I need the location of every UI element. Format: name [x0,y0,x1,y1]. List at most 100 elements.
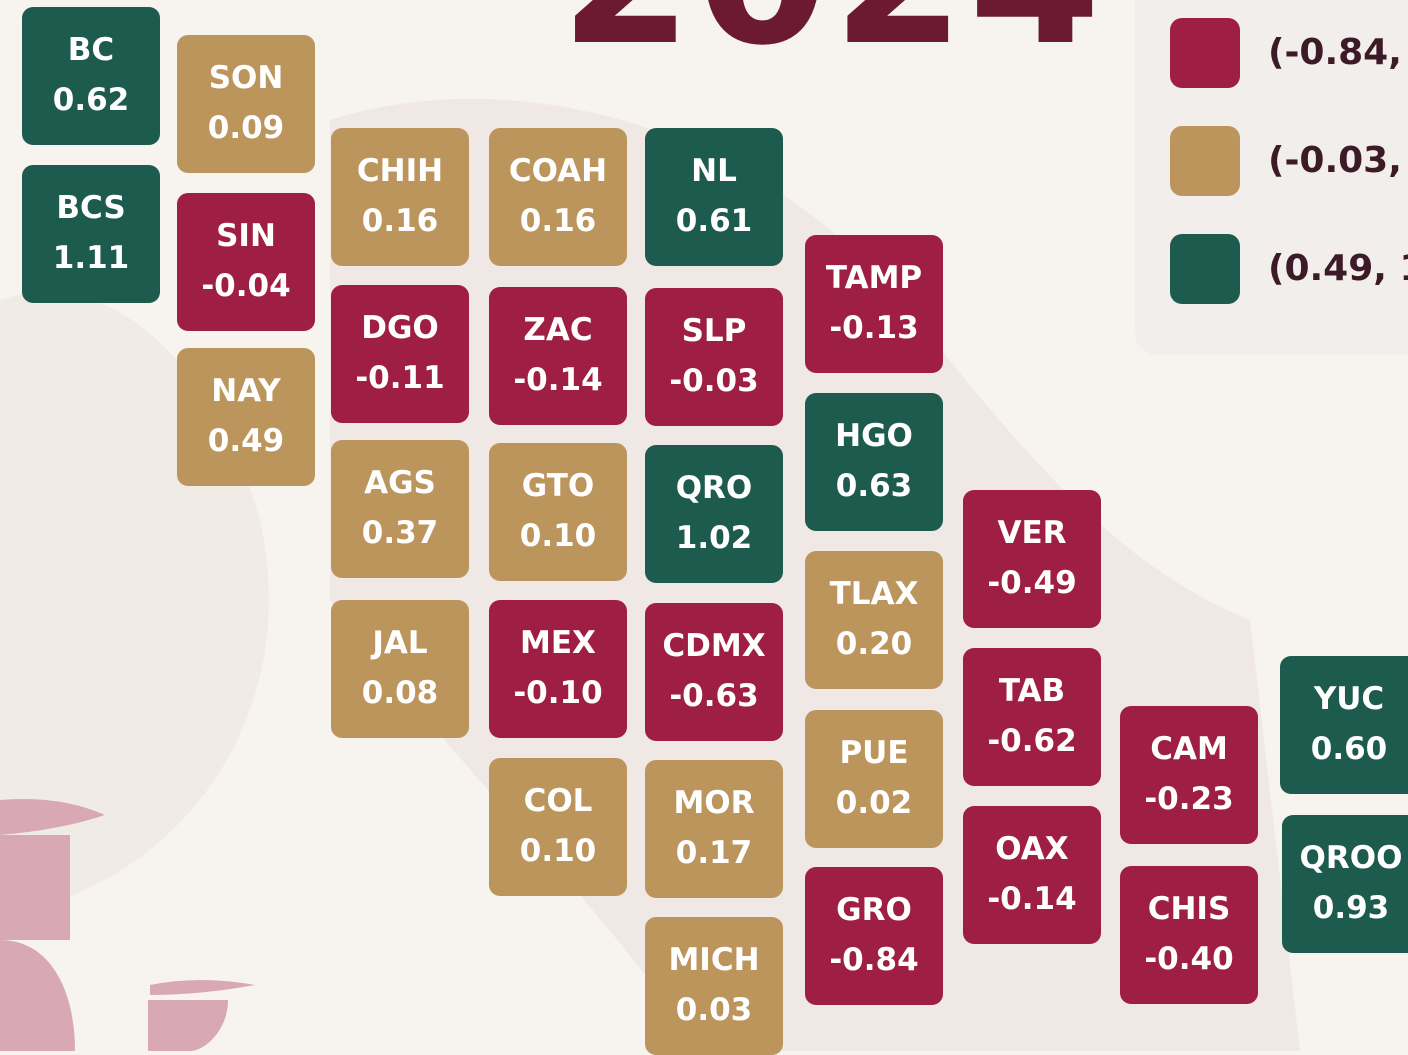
legend-swatch [1170,126,1240,196]
state-code: TAB [998,673,1066,710]
state-tile: PUE 0.02 [805,710,943,848]
state-tile: HGO 0.63 [805,393,943,531]
state-tile: GTO 0.10 [489,443,627,581]
state-value: -0.49 [987,565,1077,601]
state-code: MICH [668,942,760,979]
state-value: -0.63 [669,678,759,714]
state-tile: NAY 0.49 [177,348,315,486]
state-value: 0.20 [835,626,913,662]
state-value: 0.02 [835,785,913,821]
state-code: GRO [836,892,912,929]
state-code: CAM [1150,731,1228,768]
state-code: MEX [520,625,596,662]
state-code: SLP [681,313,747,350]
state-value: -0.10 [513,675,603,711]
state-value: 0.37 [361,515,439,551]
state-value: -0.03 [669,363,759,399]
state-tile: SON 0.09 [177,35,315,173]
state-tile: CDMX -0.63 [645,603,783,741]
state-value: -0.04 [201,268,291,304]
state-value: -0.11 [355,360,445,396]
state-code: COL [523,783,593,820]
state-code: CHIS [1147,891,1231,928]
state-tile: OAX -0.14 [963,806,1101,944]
state-value: -0.13 [829,310,919,346]
state-code: SON [208,60,284,97]
state-code: QRO [675,470,753,507]
state-code: NAY [211,373,281,410]
state-tile: CHIS -0.40 [1120,866,1258,1004]
state-value: 0.09 [207,110,285,146]
state-value: 0.08 [361,675,439,711]
state-code: BCS [56,190,126,227]
state-code: HGO [835,418,913,455]
legend-swatch [1170,234,1240,304]
state-code: OAX [995,831,1069,868]
state-tile: CHIH 0.16 [331,128,469,266]
state-value: 0.63 [835,468,913,504]
state-code: SIN [216,218,276,255]
state-tile: MEX -0.10 [489,600,627,738]
state-value: -0.14 [513,362,603,398]
state-value: -0.84 [829,942,919,978]
state-tile: QROO 0.93 [1282,815,1408,953]
state-tile: QRO 1.02 [645,445,783,583]
state-tile: MICH 0.03 [645,917,783,1055]
state-value: -0.23 [1144,781,1234,817]
legend-label: (-0.03, [1268,140,1402,181]
state-tile: GRO -0.84 [805,867,943,1005]
state-tile: VER -0.49 [963,490,1101,628]
state-value: 0.93 [1312,890,1390,926]
state-code: COAH [508,153,608,190]
state-value: -0.14 [987,881,1077,917]
state-code: JAL [372,625,428,662]
title: 2024 [560,0,1101,72]
legend-label: (-0.84, [1268,32,1402,73]
state-tile: TAB -0.62 [963,648,1101,786]
state-code: PUE [839,735,909,772]
state-tile: YUC 0.60 [1280,656,1408,794]
state-value: 1.02 [675,520,753,556]
state-tile: ZAC -0.14 [489,287,627,425]
state-value: 0.03 [675,992,753,1028]
state-tile: AGS 0.37 [331,440,469,578]
state-code: YUC [1313,681,1385,718]
state-code: CDMX [662,628,766,665]
state-code: NL [691,153,737,190]
state-value: 0.61 [675,203,753,239]
state-code: GTO [521,468,595,505]
state-code: MOR [673,785,755,822]
state-value: 0.17 [675,835,753,871]
state-code: TLAX [829,576,919,613]
state-code: AGS [364,465,436,502]
state-tile: JAL 0.08 [331,600,469,738]
state-tile: COAH 0.16 [489,128,627,266]
state-value: 0.62 [52,82,130,118]
state-code: DGO [361,310,439,347]
state-tile: TAMP -0.13 [805,235,943,373]
legend-label: (0.49, 1 [1268,248,1408,289]
state-code: ZAC [523,312,593,349]
state-tile: NL 0.61 [645,128,783,266]
legend-swatch [1170,18,1240,88]
state-value: 0.16 [361,203,439,239]
state-code: CHIH [356,153,444,190]
state-value: 0.49 [207,423,285,459]
state-value: 1.11 [52,240,130,276]
state-tile: BC 0.62 [22,7,160,145]
state-value: -0.40 [1144,941,1234,977]
state-tile: CAM -0.23 [1120,706,1258,844]
state-code: BC [67,32,115,69]
state-code: TAMP [825,260,923,297]
state-tile: SLP -0.03 [645,288,783,426]
state-tile: MOR 0.17 [645,760,783,898]
state-tile: SIN -0.04 [177,193,315,331]
state-tile: TLAX 0.20 [805,551,943,689]
state-value: -0.62 [987,723,1077,759]
state-code: VER [997,515,1067,552]
state-value: 0.16 [519,203,597,239]
state-value: 0.60 [1310,731,1388,767]
state-code: QROO [1299,840,1403,877]
state-value: 0.10 [519,833,597,869]
